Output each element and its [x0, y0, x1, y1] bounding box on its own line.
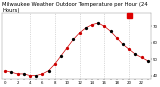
Point	[72, 39, 75, 40]
Point	[116, 37, 118, 38]
Point	[53, 63, 56, 65]
Point	[16, 73, 19, 75]
Bar	[127, 13, 132, 18]
Text: Milwaukee Weather Outdoor Temperature per Hour (24 Hours): Milwaukee Weather Outdoor Temperature pe…	[2, 2, 148, 13]
Point	[97, 22, 99, 24]
Point	[78, 32, 81, 34]
Point	[10, 72, 13, 73]
Point	[91, 24, 93, 25]
Point	[41, 73, 44, 75]
Point	[29, 75, 31, 76]
Point	[109, 31, 112, 32]
Point	[4, 70, 6, 71]
Point	[128, 49, 130, 50]
Point	[84, 27, 87, 29]
Point	[47, 70, 50, 71]
Point	[140, 57, 143, 58]
Point	[23, 73, 25, 75]
Point	[66, 47, 68, 48]
Point	[146, 60, 149, 62]
Point	[103, 26, 106, 27]
Point	[134, 54, 137, 55]
Point	[122, 44, 124, 45]
Point	[60, 55, 62, 57]
Point	[35, 75, 37, 76]
